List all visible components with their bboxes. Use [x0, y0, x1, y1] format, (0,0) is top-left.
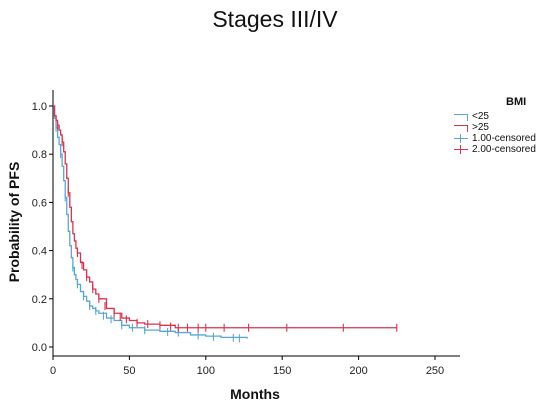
y-tick-label: 0.0: [32, 342, 47, 354]
y-ticks: 0.0 0.2 0.4 0.6 0.8 1.0: [32, 101, 53, 354]
x-tick-label: 0: [50, 365, 56, 377]
x-tick-label: 150: [273, 365, 291, 377]
y-axis-label: Probability of PFS: [6, 162, 22, 283]
y-tick-label: 1.0: [32, 101, 47, 113]
x-tick-label: 50: [123, 365, 135, 377]
chart-title: Stages III/IV: [212, 6, 338, 32]
x-tick-label: 250: [426, 365, 444, 377]
legend-swatch-censored-1: [454, 134, 468, 143]
x-tick-label: 200: [349, 365, 367, 377]
axes: [52, 90, 460, 357]
series-line-lt25: [53, 105, 248, 339]
y-tick-label: 0.6: [32, 197, 47, 209]
legend-label-censored-2: 2.00-censored: [472, 144, 536, 155]
y-tick-label: 0.8: [32, 149, 47, 161]
x-ticks: 0 50 100 150 200 250: [50, 356, 444, 377]
legend-swatch-censored-2: [454, 145, 468, 154]
x-axis-label: Months: [230, 386, 280, 402]
legend-title: BMI: [506, 96, 527, 108]
x-tick-label: 100: [197, 365, 215, 377]
legend-swatch-gt25: [454, 125, 468, 132]
legend-item-censored-2: 2.00-censored: [454, 144, 536, 155]
y-tick-label: 0.4: [32, 246, 47, 258]
series-line-gt25: [53, 105, 397, 329]
y-tick-label: 0.2: [32, 294, 47, 306]
legend-item-lt25: <25: [454, 111, 536, 122]
legend: BMI <25 >25 1.00-censored 2.00-censored: [454, 96, 536, 155]
legend-swatch-lt25: [454, 114, 468, 121]
legend-item-censored-1: 1.00-censored: [454, 133, 536, 144]
legend-label-gt25: >25: [472, 122, 489, 133]
series-layer: [53, 105, 398, 343]
legend-label-censored-1: 1.00-censored: [472, 133, 536, 144]
legend-label-lt25: <25: [472, 111, 489, 122]
legend-item-gt25: >25: [454, 122, 536, 133]
